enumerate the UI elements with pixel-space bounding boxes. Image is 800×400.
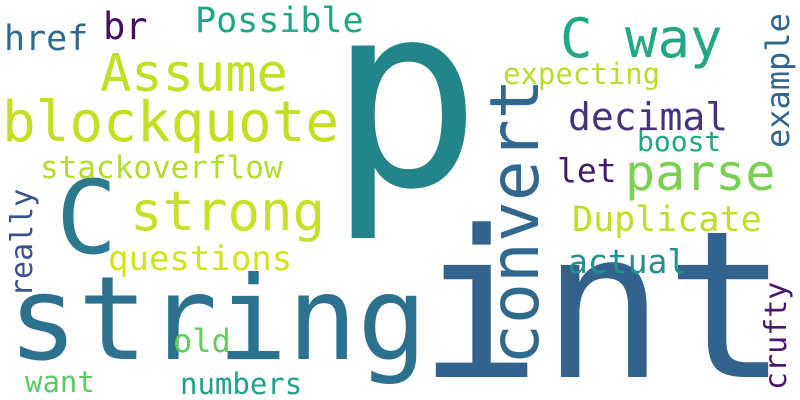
word-p: p [328,0,482,246]
word-want: want [25,365,95,399]
word-href: href [4,19,89,59]
word-int: int [418,188,789,400]
word-really: really [5,188,40,297]
word-boost: boost [637,125,722,158]
word-crufty: crufty [759,281,794,390]
word-actual: actual [568,242,688,281]
word-old: old [173,322,231,360]
word-questions: questions [108,239,293,279]
word-possible: Possible [195,1,364,41]
word-blockquote: blockquote [2,90,340,155]
word-expecting: expecting [503,57,661,91]
word-strong: strong [130,180,326,243]
word-numbers: numbers [180,367,303,400]
word-convert: convert [476,78,555,365]
word-c-way: C way [560,7,723,70]
word-duplicate: Duplicate [572,200,762,240]
word-assume: Assume [100,44,288,104]
word-decimal: decimal [568,95,729,139]
word-let: let [557,151,617,190]
word-string: string [8,252,428,387]
word-parse: parse [625,144,776,202]
word-br: br [103,5,148,48]
word-stackoverflow: stackoverflow [40,150,283,186]
word-c: C [56,159,118,278]
word-example: example [759,13,797,148]
